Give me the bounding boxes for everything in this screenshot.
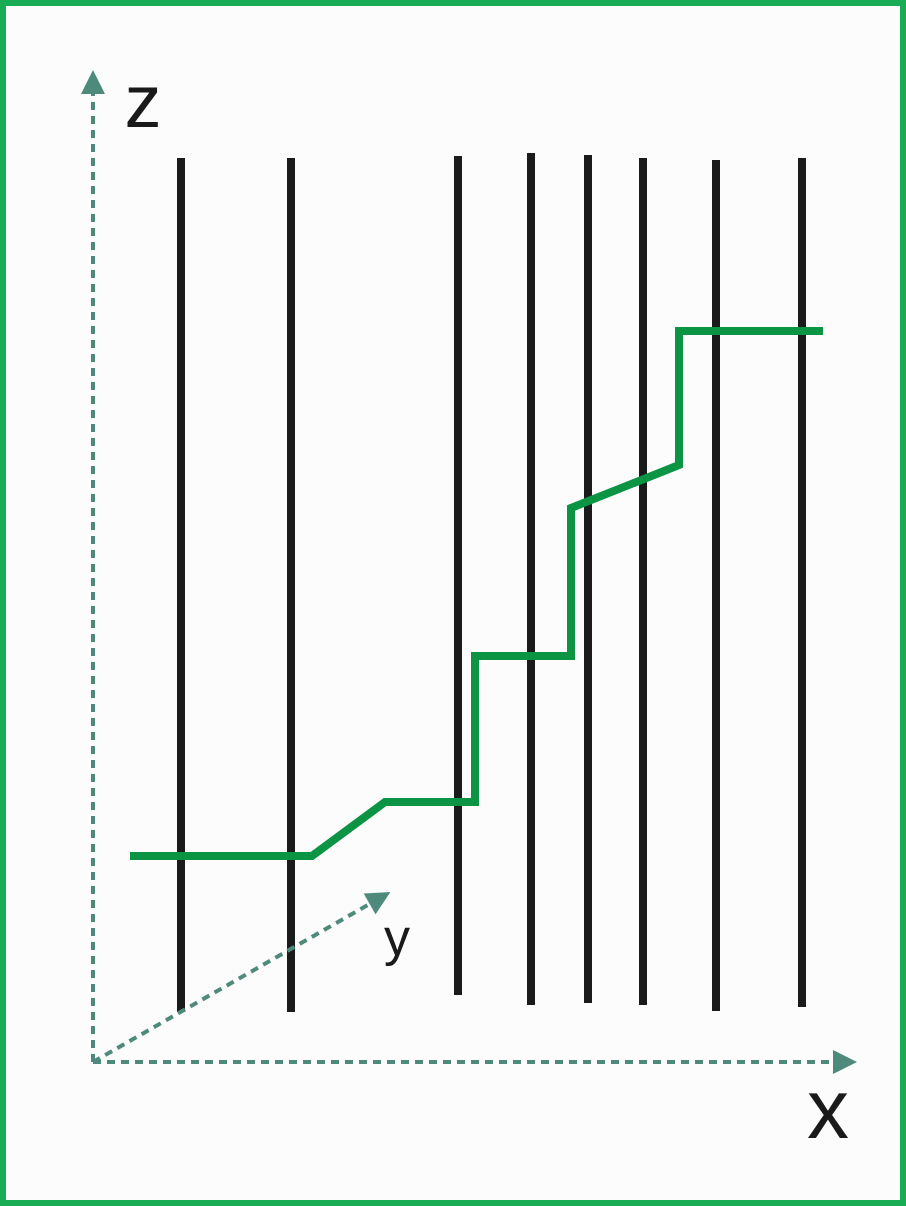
vertical-lines — [177, 153, 806, 1012]
z-axis-label: z — [125, 60, 162, 143]
x-axis-label: x — [807, 1062, 849, 1156]
y-axis-label: y — [384, 909, 410, 967]
axes — [81, 70, 857, 1074]
step-path — [130, 327, 823, 860]
